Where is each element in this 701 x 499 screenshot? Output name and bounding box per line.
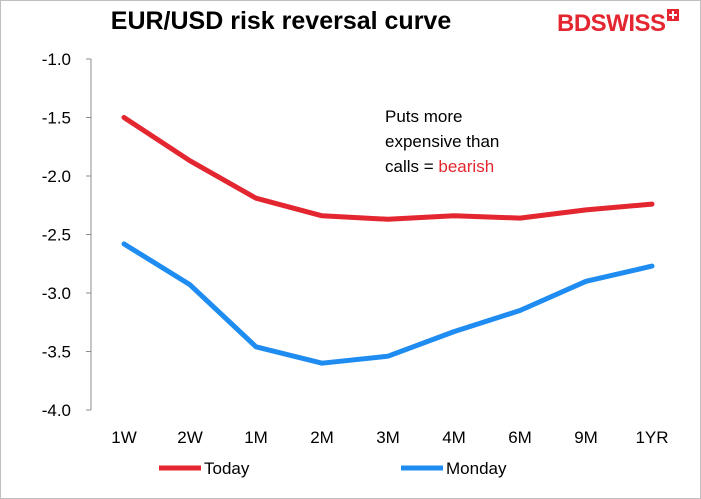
x-tick-label: 4M	[442, 428, 466, 447]
logo-text: BDSWISS	[557, 10, 666, 37]
x-tick-label: 1YR	[635, 428, 668, 447]
y-axis: -1.0 -1.5 -2.0 -2.5 -3.0 -3.5 -4.0	[42, 50, 92, 420]
swiss-cross-icon	[666, 9, 679, 21]
x-tick-label: 2W	[177, 428, 203, 447]
y-tick-label: -1.0	[42, 50, 71, 69]
annotation: Puts more expensive than calls = bearish	[385, 107, 504, 176]
y-tick-label: -4.0	[42, 401, 71, 420]
annotation-highlight: bearish	[438, 157, 494, 176]
legend: Today Monday	[159, 459, 507, 478]
x-tick-label: 9M	[574, 428, 598, 447]
series-line-today	[121, 115, 655, 222]
x-tick-label: 3M	[376, 428, 400, 447]
y-tick-label: -1.5	[42, 109, 71, 128]
chart-title: EUR/USD risk reversal curve	[110, 7, 452, 35]
annotation-line-1: Puts more	[385, 107, 462, 126]
x-axis: 1W 2W 1M 2M 3M 4M 6M 9M 1YR	[111, 428, 668, 447]
annotation-line-3-prefix: calls =	[385, 157, 438, 176]
y-tick-label: -2.0	[42, 167, 71, 186]
bdswiss-logo: BDSWISS	[557, 9, 679, 38]
annotation-line-2: expensive than	[385, 132, 499, 151]
y-tick-label: -2.5	[42, 226, 71, 245]
legend-label: Today	[204, 459, 250, 478]
x-tick-label: 1W	[111, 428, 137, 447]
x-tick-label: 1M	[244, 428, 268, 447]
y-tick-label: -3.0	[42, 284, 71, 303]
x-tick-label: 2M	[310, 428, 334, 447]
y-tick-label: -3.5	[42, 343, 71, 362]
legend-label: Monday	[446, 459, 507, 478]
x-tick-label: 6M	[508, 428, 532, 447]
series-line-monday	[121, 241, 655, 366]
series-layer	[121, 115, 655, 366]
